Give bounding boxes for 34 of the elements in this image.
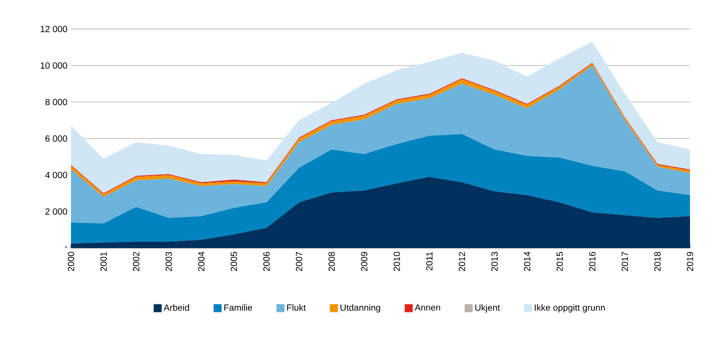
x-tick-label: 2001	[100, 252, 107, 272]
legend-label: Ikke oppgitt grunn	[534, 304, 605, 313]
legend-label: Annen	[414, 304, 440, 311]
x-tick-label: 2010	[394, 252, 400, 272]
y-tick-label: 4 000	[45, 172, 68, 178]
x-tick-label: 2011	[426, 252, 433, 270]
y-tick-label: 12 000	[40, 26, 68, 32]
legend-label: Ukjent	[475, 304, 500, 313]
x-tick-label: 2008	[328, 252, 335, 272]
legend-label: Arbeid	[164, 304, 190, 311]
legend-label: Utdanning	[340, 304, 380, 313]
x-tick-label: 2009	[361, 252, 368, 272]
x-tick-label: 2019	[686, 252, 694, 272]
y-tick-label: 2 000	[45, 208, 68, 215]
x-tick-label: 2012	[458, 252, 466, 272]
x-tick-label: 2013	[491, 252, 498, 272]
x-tick-label: 2006	[263, 252, 270, 272]
x-tick-label: 2018	[654, 252, 661, 272]
y-tick-label: 6 000	[45, 135, 68, 142]
y-tick-label: -	[64, 246, 68, 248]
y-tick-label: 10 000	[40, 62, 68, 69]
x-tick-label: 2000	[68, 252, 74, 272]
y-tick-label: 8 000	[45, 98, 68, 106]
x-tick-label: 2007	[296, 252, 302, 272]
x-tick-label: 2002	[132, 252, 140, 272]
x-tick-label: 2003	[166, 252, 172, 272]
legend-label: Flukt	[287, 304, 306, 311]
x-tick-label: 2015	[556, 252, 563, 272]
x-tick-label: 2017	[622, 252, 628, 272]
x-tick-label: 2016	[589, 252, 596, 272]
x-tick-label: 2004	[198, 252, 204, 272]
x-tick-label: 2005	[230, 252, 238, 272]
legend-label: Familie	[224, 304, 252, 311]
x-tick-label: 2014	[524, 252, 530, 272]
